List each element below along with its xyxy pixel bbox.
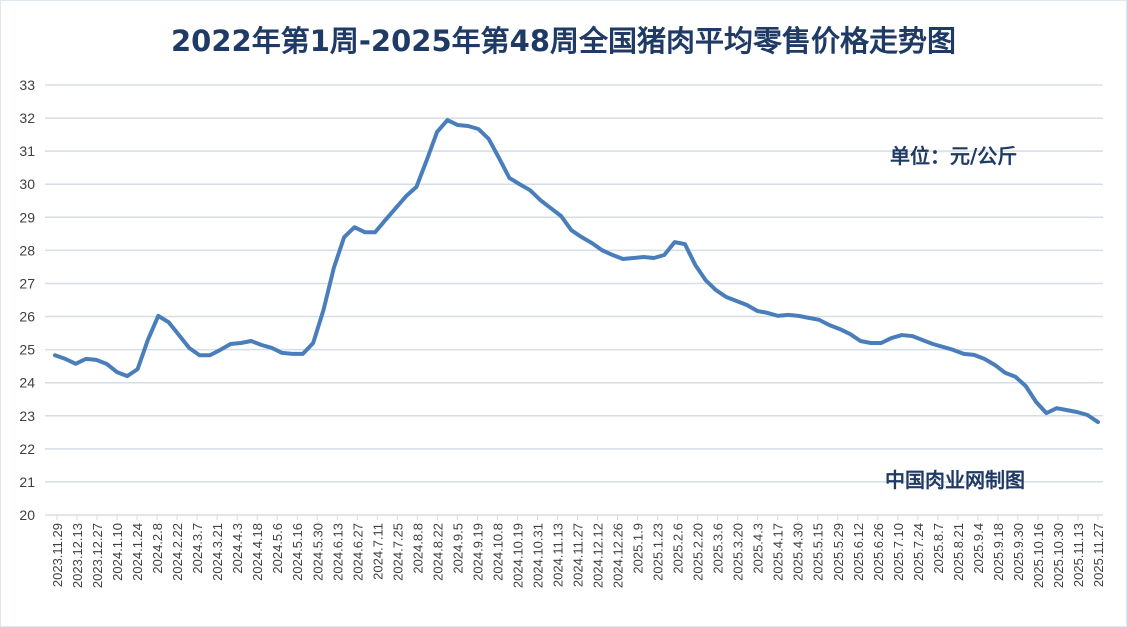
x-tick-label: 2025.3.6	[711, 523, 726, 574]
x-tick-label: 2025.2.20	[691, 523, 706, 581]
x-tick-label: 2025.10.30	[1051, 523, 1066, 588]
x-tick-label: 2025.9.18	[991, 523, 1006, 581]
x-tick-label: 2024.12.26	[611, 523, 626, 588]
x-tick-label: 2024.9.5	[450, 523, 465, 574]
x-tick-label: 2025.9.4	[971, 523, 986, 574]
x-tick-label: 2024.4.3	[230, 523, 245, 574]
y-tick-label: 25	[19, 342, 35, 358]
chart-title: 2022年第1周-2025年第48周全国猪肉平均零售价格走势图	[171, 24, 956, 58]
x-tick-label: 2024.3.7	[190, 523, 205, 574]
x-tick-label: 2025.10.16	[1031, 523, 1046, 588]
x-tick-label: 2024.5.16	[290, 523, 305, 581]
x-tick-label: 2024.12.12	[591, 523, 606, 588]
x-tick-label: 2024.2.22	[170, 523, 185, 581]
x-tick-label: 2024.7.11	[370, 523, 385, 580]
y-tick-label: 23	[19, 408, 35, 424]
x-tick-label: 2025.8.7	[931, 523, 946, 574]
x-tick-label: 2024.11.13	[550, 523, 565, 587]
x-tick-label: 2025.8.21	[951, 523, 966, 581]
x-tick-label: 2024.11.27	[571, 523, 586, 587]
x-tick-label: 2025.4.3	[751, 523, 766, 574]
source-note: 中国肉业网制图	[885, 468, 1025, 492]
y-tick-label: 21	[19, 474, 35, 490]
y-tick-label: 26	[19, 309, 35, 325]
x-tick-label: 2024.2.8	[150, 523, 165, 574]
y-tick-label: 33	[19, 77, 35, 93]
x-tick-label: 2024.10.31	[530, 523, 545, 588]
y-tick-label: 24	[19, 375, 35, 391]
x-tick-label: 2024.8.8	[410, 523, 425, 574]
x-tick-label: 2025.6.26	[871, 523, 886, 581]
y-tick-label: 22	[19, 441, 35, 457]
y-tick-label: 30	[19, 176, 35, 192]
x-tick-label: 2024.5.30	[310, 523, 325, 581]
x-tick-label: 2025.1.9	[631, 523, 646, 574]
x-tick-label: 2025.6.12	[851, 523, 866, 581]
x-tick-label: 2025.2.6	[671, 523, 686, 574]
price-series-line	[53, 118, 1100, 425]
x-tick-label: 2024.7.25	[390, 523, 405, 581]
unit-note: 单位：元/公斤	[890, 144, 1018, 168]
y-tick-label: 28	[19, 242, 35, 258]
x-tick-label: 2025.5.29	[831, 523, 846, 581]
x-tick-label: 2025.4.17	[771, 523, 786, 581]
x-tick-label: 2023.12.13	[70, 523, 85, 588]
x-tick-label: 2025.7.24	[911, 523, 926, 581]
y-tick-label: 27	[19, 275, 35, 291]
y-tick-label: 20	[19, 507, 35, 523]
x-tick-label: 2024.10.19	[510, 523, 525, 588]
x-tick-label: 2023.11.29	[50, 523, 65, 587]
x-tick-label: 2025.3.20	[731, 523, 746, 581]
x-tick-label: 2025.11.13	[1071, 523, 1086, 587]
x-tick-label: 2024.9.19	[470, 523, 485, 581]
x-tick-label: 2024.4.18	[250, 523, 265, 581]
x-tick-label: 2025.11.27	[1091, 523, 1106, 587]
y-tick-label: 32	[19, 110, 35, 126]
x-tick-label: 2024.1.24	[130, 523, 145, 581]
x-tick-label: 2025.7.10	[891, 523, 906, 581]
x-tick-label: 2025.5.15	[811, 523, 826, 581]
x-tick-label: 2024.5.6	[270, 523, 285, 574]
x-tick-label: 2024.3.21	[210, 523, 225, 581]
x-tick-label: 2024.1.10	[110, 523, 125, 581]
x-tick-label: 2025.4.30	[791, 523, 806, 581]
x-tick-label: 2025.9.30	[1011, 523, 1026, 581]
x-tick-label: 2024.10.8	[490, 523, 505, 581]
y-tick-label: 31	[19, 143, 35, 159]
x-tick-label: 2025.1.23	[651, 523, 666, 581]
x-tick-label: 2024.8.22	[430, 523, 445, 581]
y-tick-label: 29	[19, 209, 35, 225]
x-tick-label: 2023.12.27	[90, 523, 105, 588]
x-tick-label: 2024.6.27	[350, 523, 365, 581]
x-tick-label: 2024.6.13	[330, 523, 345, 581]
